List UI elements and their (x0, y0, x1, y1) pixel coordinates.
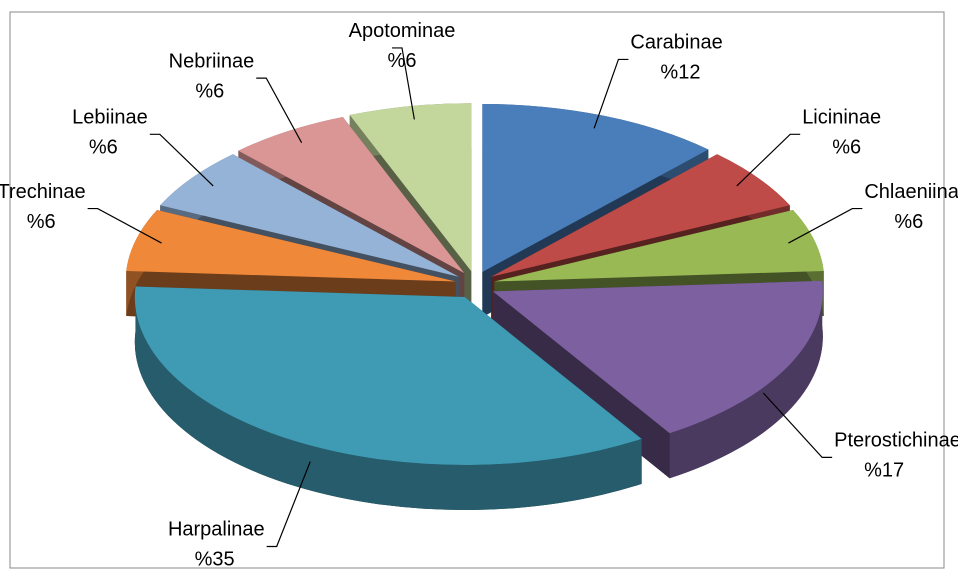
slice-top (349, 103, 472, 272)
slice-top (482, 103, 709, 272)
slice-top (238, 116, 465, 274)
leader-line (736, 133, 801, 187)
slice-label: Carabinae (630, 32, 722, 54)
slice-top (491, 154, 790, 277)
leader-line (87, 207, 162, 244)
slice-top (492, 280, 823, 434)
slice-top (134, 286, 642, 466)
slice-value-label: %6 (388, 50, 417, 72)
slice-label: Nebriinae (169, 50, 255, 72)
slice-value-label: %6 (89, 137, 118, 159)
slice-label: Harpalinae (168, 519, 265, 541)
slice-top (494, 209, 824, 282)
leader-line (788, 207, 863, 244)
slice-label: Chlaeniinae (864, 181, 958, 203)
slice-label: Trechinae (0, 181, 86, 203)
leader-line (266, 461, 311, 548)
slice-value-label: %6 (27, 211, 56, 233)
slice-label: Apotominae (349, 20, 456, 42)
slice-label: Pterostichinae (834, 430, 958, 452)
slice-side (134, 286, 642, 511)
slice-value-label: %6 (894, 211, 923, 233)
slice-value-label: %17 (864, 460, 904, 482)
leader-line (149, 133, 214, 187)
pie-slice (134, 286, 642, 511)
slice-value-label: %6 (832, 137, 861, 159)
slice-side (669, 280, 823, 479)
slice-label: Lebiinae (72, 107, 148, 129)
leader-line (391, 47, 415, 120)
slice-value-label: %12 (660, 62, 700, 84)
leader-line (256, 77, 303, 143)
slice-top (160, 154, 459, 277)
slice-value-label: %6 (195, 80, 224, 102)
leader-line (593, 58, 629, 129)
slice-label: Licininae (802, 107, 881, 129)
leader-line (762, 392, 833, 459)
slice-value-label: %35 (195, 549, 235, 571)
slice-top (126, 209, 456, 282)
